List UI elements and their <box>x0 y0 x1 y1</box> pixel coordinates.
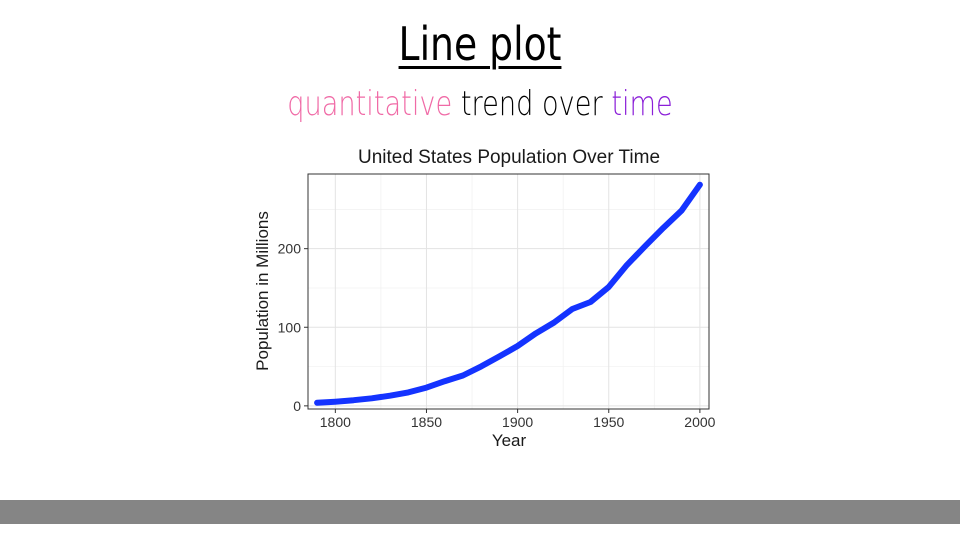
y-tick-label: 100 <box>278 319 302 335</box>
x-tick-label: 1850 <box>411 414 442 430</box>
x-tick-label: 1900 <box>502 414 533 430</box>
y-tick-label: 0 <box>293 398 301 414</box>
x-axis: 1800 1850 1900 1950 2000 <box>320 409 716 430</box>
footer-bar <box>0 500 960 524</box>
subtitle-part-quantitative: quantitative <box>287 84 453 124</box>
x-tick-label: 2000 <box>684 414 715 430</box>
slide-subtitle: quantitative trend over time <box>96 80 864 128</box>
x-tick-label: 1950 <box>593 414 624 430</box>
line-chart: United States Population Over Time 1800 1… <box>253 147 716 450</box>
subtitle-part-time: time <box>611 84 673 124</box>
grid-minor <box>308 174 709 409</box>
subtitle-part-trend-over: trend over <box>452 84 612 124</box>
y-tick-label: 200 <box>278 241 302 257</box>
chart-title: United States Population Over Time <box>358 147 660 168</box>
y-axis-label: Population in Millions <box>253 211 272 371</box>
y-axis: 0 100 200 <box>278 241 308 414</box>
x-axis-label: Year <box>492 431 527 450</box>
x-tick-label: 1800 <box>320 414 351 430</box>
plot-panel <box>307 173 710 410</box>
slide-title: Line plot <box>398 17 562 71</box>
series-line <box>314 181 703 406</box>
